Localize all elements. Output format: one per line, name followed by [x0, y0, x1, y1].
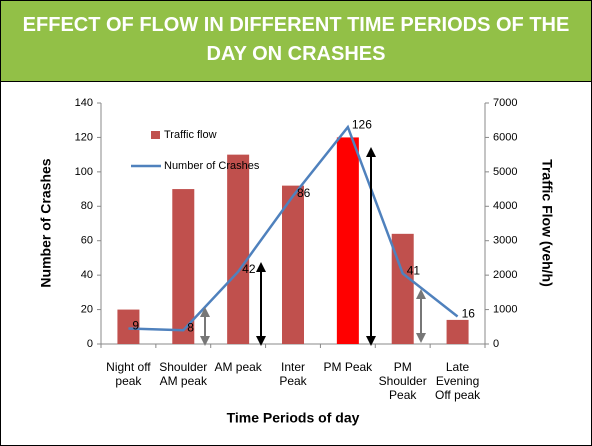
bar [172, 189, 195, 344]
y-tick-label: 60 [81, 235, 93, 247]
y2-tick-label: 3000 [493, 235, 517, 247]
x-tick-label: Inter Peak [279, 360, 307, 388]
x-tick-label: Shoulder AM peak [159, 360, 208, 388]
data-label: 16 [462, 307, 476, 321]
line [128, 124, 459, 332]
bar [282, 185, 304, 344]
data-label: 126 [352, 117, 372, 131]
bar [117, 309, 140, 344]
y-tick-label: 100 [75, 166, 93, 178]
y2-tick-label: 6000 [493, 131, 517, 143]
data-label: 9 [132, 319, 139, 333]
y-axis-title: Number of Crashes [38, 158, 54, 287]
legend-swatch [151, 131, 160, 139]
y-tick-label: 140 [75, 97, 93, 109]
y2-tick-label: 7000 [493, 97, 517, 109]
y2-axis-title: Traffic Flow (veh/h) [539, 159, 555, 287]
y-tick-label: 0 [87, 338, 93, 350]
y2-tick-label: 0 [493, 338, 499, 350]
y2-tick-label: 4000 [493, 200, 517, 212]
bar [336, 137, 359, 344]
x-tick-label: PM Peak [323, 360, 373, 374]
y2-tick-label: 2000 [493, 269, 517, 281]
data-label: 8 [187, 320, 194, 334]
data-label: 41 [407, 264, 421, 278]
data-label: 86 [297, 186, 311, 200]
y-tick-label: 80 [81, 200, 93, 212]
legend-label: Traffic flow [164, 129, 217, 141]
x-tick-label: PM Shoulder Peak [378, 360, 427, 402]
x-tick-label: AM peak [214, 360, 262, 374]
y2-tick-label: 5000 [493, 166, 517, 178]
y-tick-label: 20 [81, 303, 93, 315]
y-tick-label: 40 [81, 269, 93, 281]
bar [446, 319, 469, 344]
x-tick-label: Night off peak [106, 360, 151, 388]
y2-tick-label: 1000 [493, 303, 517, 315]
y-tick-label: 120 [75, 131, 93, 143]
legend-label: Number of Crashes [164, 160, 260, 172]
data-label: 42 [242, 262, 256, 276]
x-axis-title: Time Periods of day [227, 410, 360, 426]
bar [227, 154, 250, 344]
x-tick-label: Late Evening Off peak [434, 360, 481, 402]
chart-title: EFFECT OF FLOW IN DIFFERENT TIME PERIODS… [22, 14, 570, 65]
header: EFFECT OF FLOW IN DIFFERENT TIME PERIODS… [1, 1, 591, 82]
